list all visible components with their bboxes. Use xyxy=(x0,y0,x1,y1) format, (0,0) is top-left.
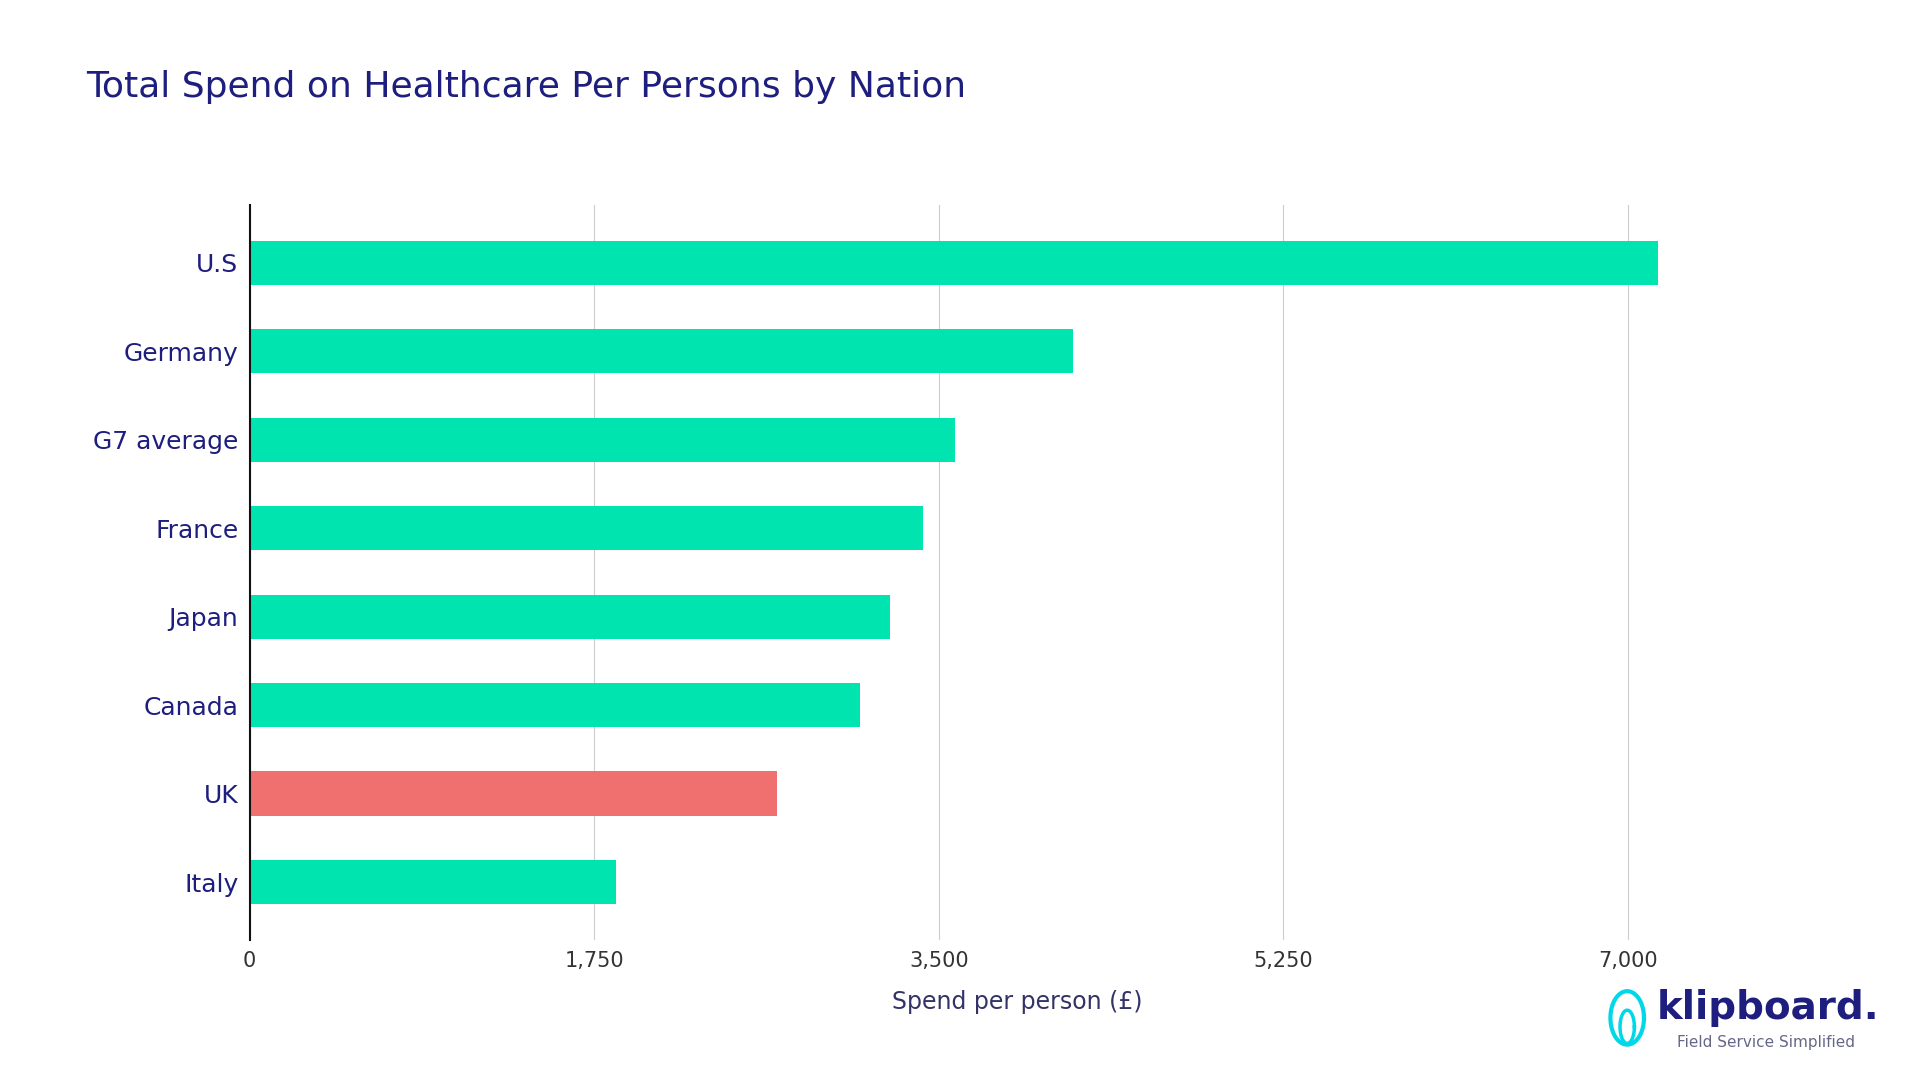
Bar xyxy=(250,329,1073,374)
Bar xyxy=(250,683,860,727)
Bar xyxy=(250,860,616,904)
X-axis label: Spend per person (£): Spend per person (£) xyxy=(893,990,1142,1014)
Text: klipboard.: klipboard. xyxy=(1657,988,1880,1027)
Text: Field Service Simplified: Field Service Simplified xyxy=(1678,1035,1855,1050)
Bar xyxy=(250,507,924,551)
Text: Total Spend on Healthcare Per Persons by Nation: Total Spend on Healthcare Per Persons by… xyxy=(86,70,966,104)
Bar xyxy=(250,241,1657,285)
Bar xyxy=(250,594,889,638)
Bar xyxy=(250,771,778,815)
Bar xyxy=(250,418,954,462)
